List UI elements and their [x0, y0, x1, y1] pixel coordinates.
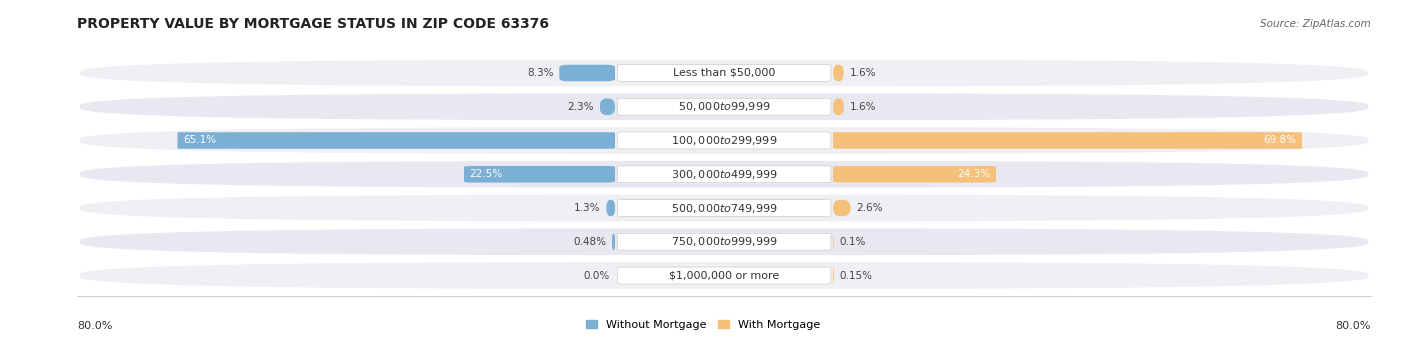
Text: 1.6%: 1.6%: [849, 68, 876, 78]
Text: 69.8%: 69.8%: [1264, 136, 1296, 146]
Text: Less than $50,000: Less than $50,000: [673, 68, 775, 78]
FancyBboxPatch shape: [612, 234, 616, 250]
Text: $1,000,000 or more: $1,000,000 or more: [669, 271, 779, 280]
FancyBboxPatch shape: [832, 132, 1302, 149]
Text: 0.0%: 0.0%: [583, 271, 610, 280]
FancyBboxPatch shape: [617, 267, 831, 284]
Text: $50,000 to $99,999: $50,000 to $99,999: [678, 100, 770, 113]
FancyBboxPatch shape: [464, 166, 616, 183]
FancyBboxPatch shape: [606, 200, 616, 216]
Text: $300,000 to $499,999: $300,000 to $499,999: [671, 168, 778, 181]
FancyBboxPatch shape: [617, 233, 831, 250]
Text: Source: ZipAtlas.com: Source: ZipAtlas.com: [1260, 19, 1371, 29]
FancyBboxPatch shape: [177, 132, 616, 149]
FancyBboxPatch shape: [832, 200, 851, 216]
FancyBboxPatch shape: [600, 99, 616, 115]
FancyBboxPatch shape: [80, 127, 1368, 154]
FancyBboxPatch shape: [617, 200, 831, 217]
Text: 80.0%: 80.0%: [77, 321, 112, 332]
Legend: Without Mortgage, With Mortgage: Without Mortgage, With Mortgage: [582, 316, 824, 335]
Text: 80.0%: 80.0%: [1336, 321, 1371, 332]
Text: $500,000 to $749,999: $500,000 to $749,999: [671, 202, 778, 215]
Text: PROPERTY VALUE BY MORTGAGE STATUS IN ZIP CODE 63376: PROPERTY VALUE BY MORTGAGE STATUS IN ZIP…: [77, 17, 550, 31]
FancyBboxPatch shape: [80, 161, 1368, 188]
Text: 65.1%: 65.1%: [183, 136, 217, 146]
FancyBboxPatch shape: [80, 59, 1368, 86]
Text: 1.6%: 1.6%: [849, 102, 876, 112]
Text: 2.3%: 2.3%: [568, 102, 595, 112]
Text: 22.5%: 22.5%: [470, 169, 502, 179]
FancyBboxPatch shape: [617, 65, 831, 82]
Text: 8.3%: 8.3%: [527, 68, 554, 78]
Text: $750,000 to $999,999: $750,000 to $999,999: [671, 235, 778, 248]
FancyBboxPatch shape: [617, 98, 831, 115]
FancyBboxPatch shape: [560, 65, 616, 81]
FancyBboxPatch shape: [80, 262, 1368, 289]
Text: 2.6%: 2.6%: [856, 203, 883, 213]
FancyBboxPatch shape: [80, 94, 1368, 120]
FancyBboxPatch shape: [832, 99, 844, 115]
Text: 0.48%: 0.48%: [574, 237, 606, 247]
FancyBboxPatch shape: [832, 65, 844, 81]
FancyBboxPatch shape: [617, 132, 831, 149]
Text: 24.3%: 24.3%: [957, 169, 991, 179]
FancyBboxPatch shape: [80, 228, 1368, 255]
FancyBboxPatch shape: [832, 166, 997, 183]
FancyBboxPatch shape: [617, 166, 831, 183]
FancyBboxPatch shape: [80, 195, 1368, 221]
Text: 1.3%: 1.3%: [574, 203, 600, 213]
Text: 0.1%: 0.1%: [839, 237, 866, 247]
Text: 0.15%: 0.15%: [839, 271, 873, 280]
Text: $100,000 to $299,999: $100,000 to $299,999: [671, 134, 778, 147]
